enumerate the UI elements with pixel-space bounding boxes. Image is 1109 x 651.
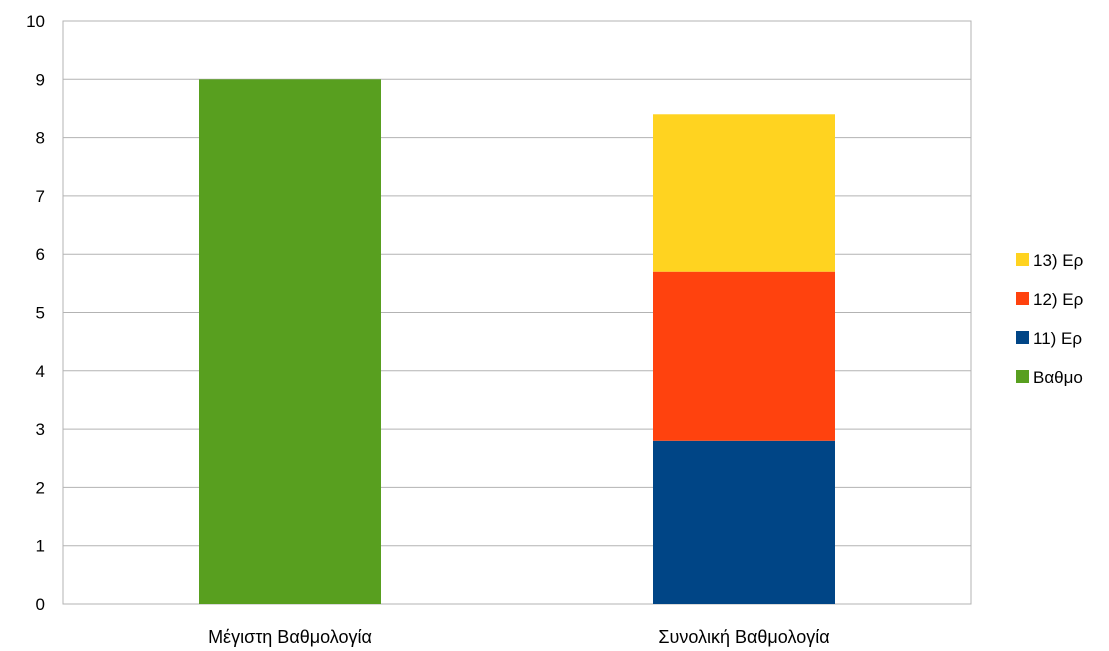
bar-segment	[653, 271, 835, 441]
y-tick-label: 0	[36, 595, 45, 614]
y-tick-label: 6	[36, 245, 45, 264]
plot-area	[62, 20, 972, 605]
legend: 13) Ερ 12) Ερ 11) Ερ Βαθμο	[1016, 251, 1083, 387]
bar-segment	[199, 79, 381, 605]
legend-label: 11) Ερ	[1033, 329, 1082, 348]
y-tick-label: 1	[36, 537, 45, 556]
legend-label: 13) Ερ	[1033, 251, 1083, 270]
y-tick-label: 8	[36, 129, 45, 148]
legend-swatch	[1016, 331, 1029, 344]
legend-swatch	[1016, 292, 1029, 305]
y-tick-label: 2	[36, 478, 45, 497]
y-tick-label: 5	[36, 304, 45, 323]
bar-segment	[653, 114, 835, 272]
y-tick-label: 9	[36, 70, 45, 89]
legend-label: Βαθμο	[1033, 368, 1083, 387]
legend-label: 12) Ερ	[1033, 290, 1083, 309]
y-tick-label: 7	[36, 187, 45, 206]
legend-swatch	[1016, 370, 1029, 383]
y-tick-label: 3	[36, 420, 45, 439]
y-axis-ticks: 0 1 2 3 4 5 6 7 8 9 10	[26, 12, 45, 614]
y-tick-label: 10	[26, 12, 45, 31]
x-axis-categories: Μέγιστη Βαθμολογία Συνολική Βαθμολογία	[208, 627, 830, 647]
y-tick-label: 4	[36, 362, 45, 381]
legend-swatch	[1016, 253, 1029, 266]
bars	[199, 79, 835, 605]
bar-segment	[653, 440, 835, 604]
x-category-label: Μέγιστη Βαθμολογία	[208, 627, 372, 647]
x-category-label: Συνολική Βαθμολογία	[658, 627, 829, 647]
